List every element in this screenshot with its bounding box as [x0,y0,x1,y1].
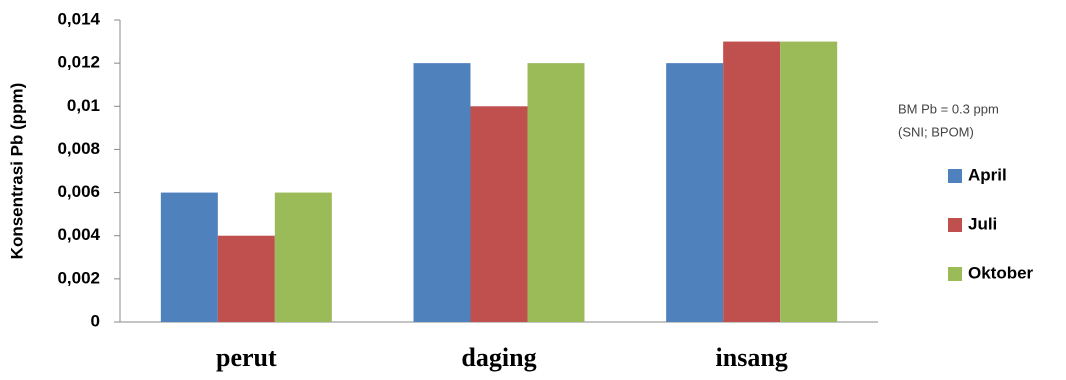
y-tick-label: 0,014 [57,9,100,28]
y-tick-label: 0,008 [57,139,100,158]
x-tick-label: daging [461,343,536,372]
bar [413,63,471,323]
annotation: BM Pb = 0.3 ppm [898,101,999,116]
bar [274,192,332,322]
y-tick-label: 0,012 [57,53,100,72]
legend-label: April [968,165,1007,184]
legend-swatch [948,169,962,183]
bar [780,41,838,322]
legend-label: Juli [968,214,997,233]
bar [723,41,781,322]
bar [470,106,528,323]
x-tick-label: insang [716,343,788,372]
legend-label: Oktober [968,263,1034,282]
legend-swatch [948,218,962,232]
bar [666,63,724,323]
bar [527,63,585,323]
legend-swatch [948,267,962,281]
x-tick-label: perut [216,343,277,372]
y-tick-label: 0,01 [67,96,100,115]
y-axis-label: Konsentrasi Pb (ppm) [7,83,26,260]
bar [217,235,275,322]
y-tick-label: 0,002 [57,268,100,287]
y-tick-label: 0,006 [57,182,100,201]
y-tick-label: 0,004 [57,225,100,244]
annotation: (SNI; BPOM) [898,124,974,139]
y-tick-label: 0 [91,311,100,330]
bar [160,192,218,322]
